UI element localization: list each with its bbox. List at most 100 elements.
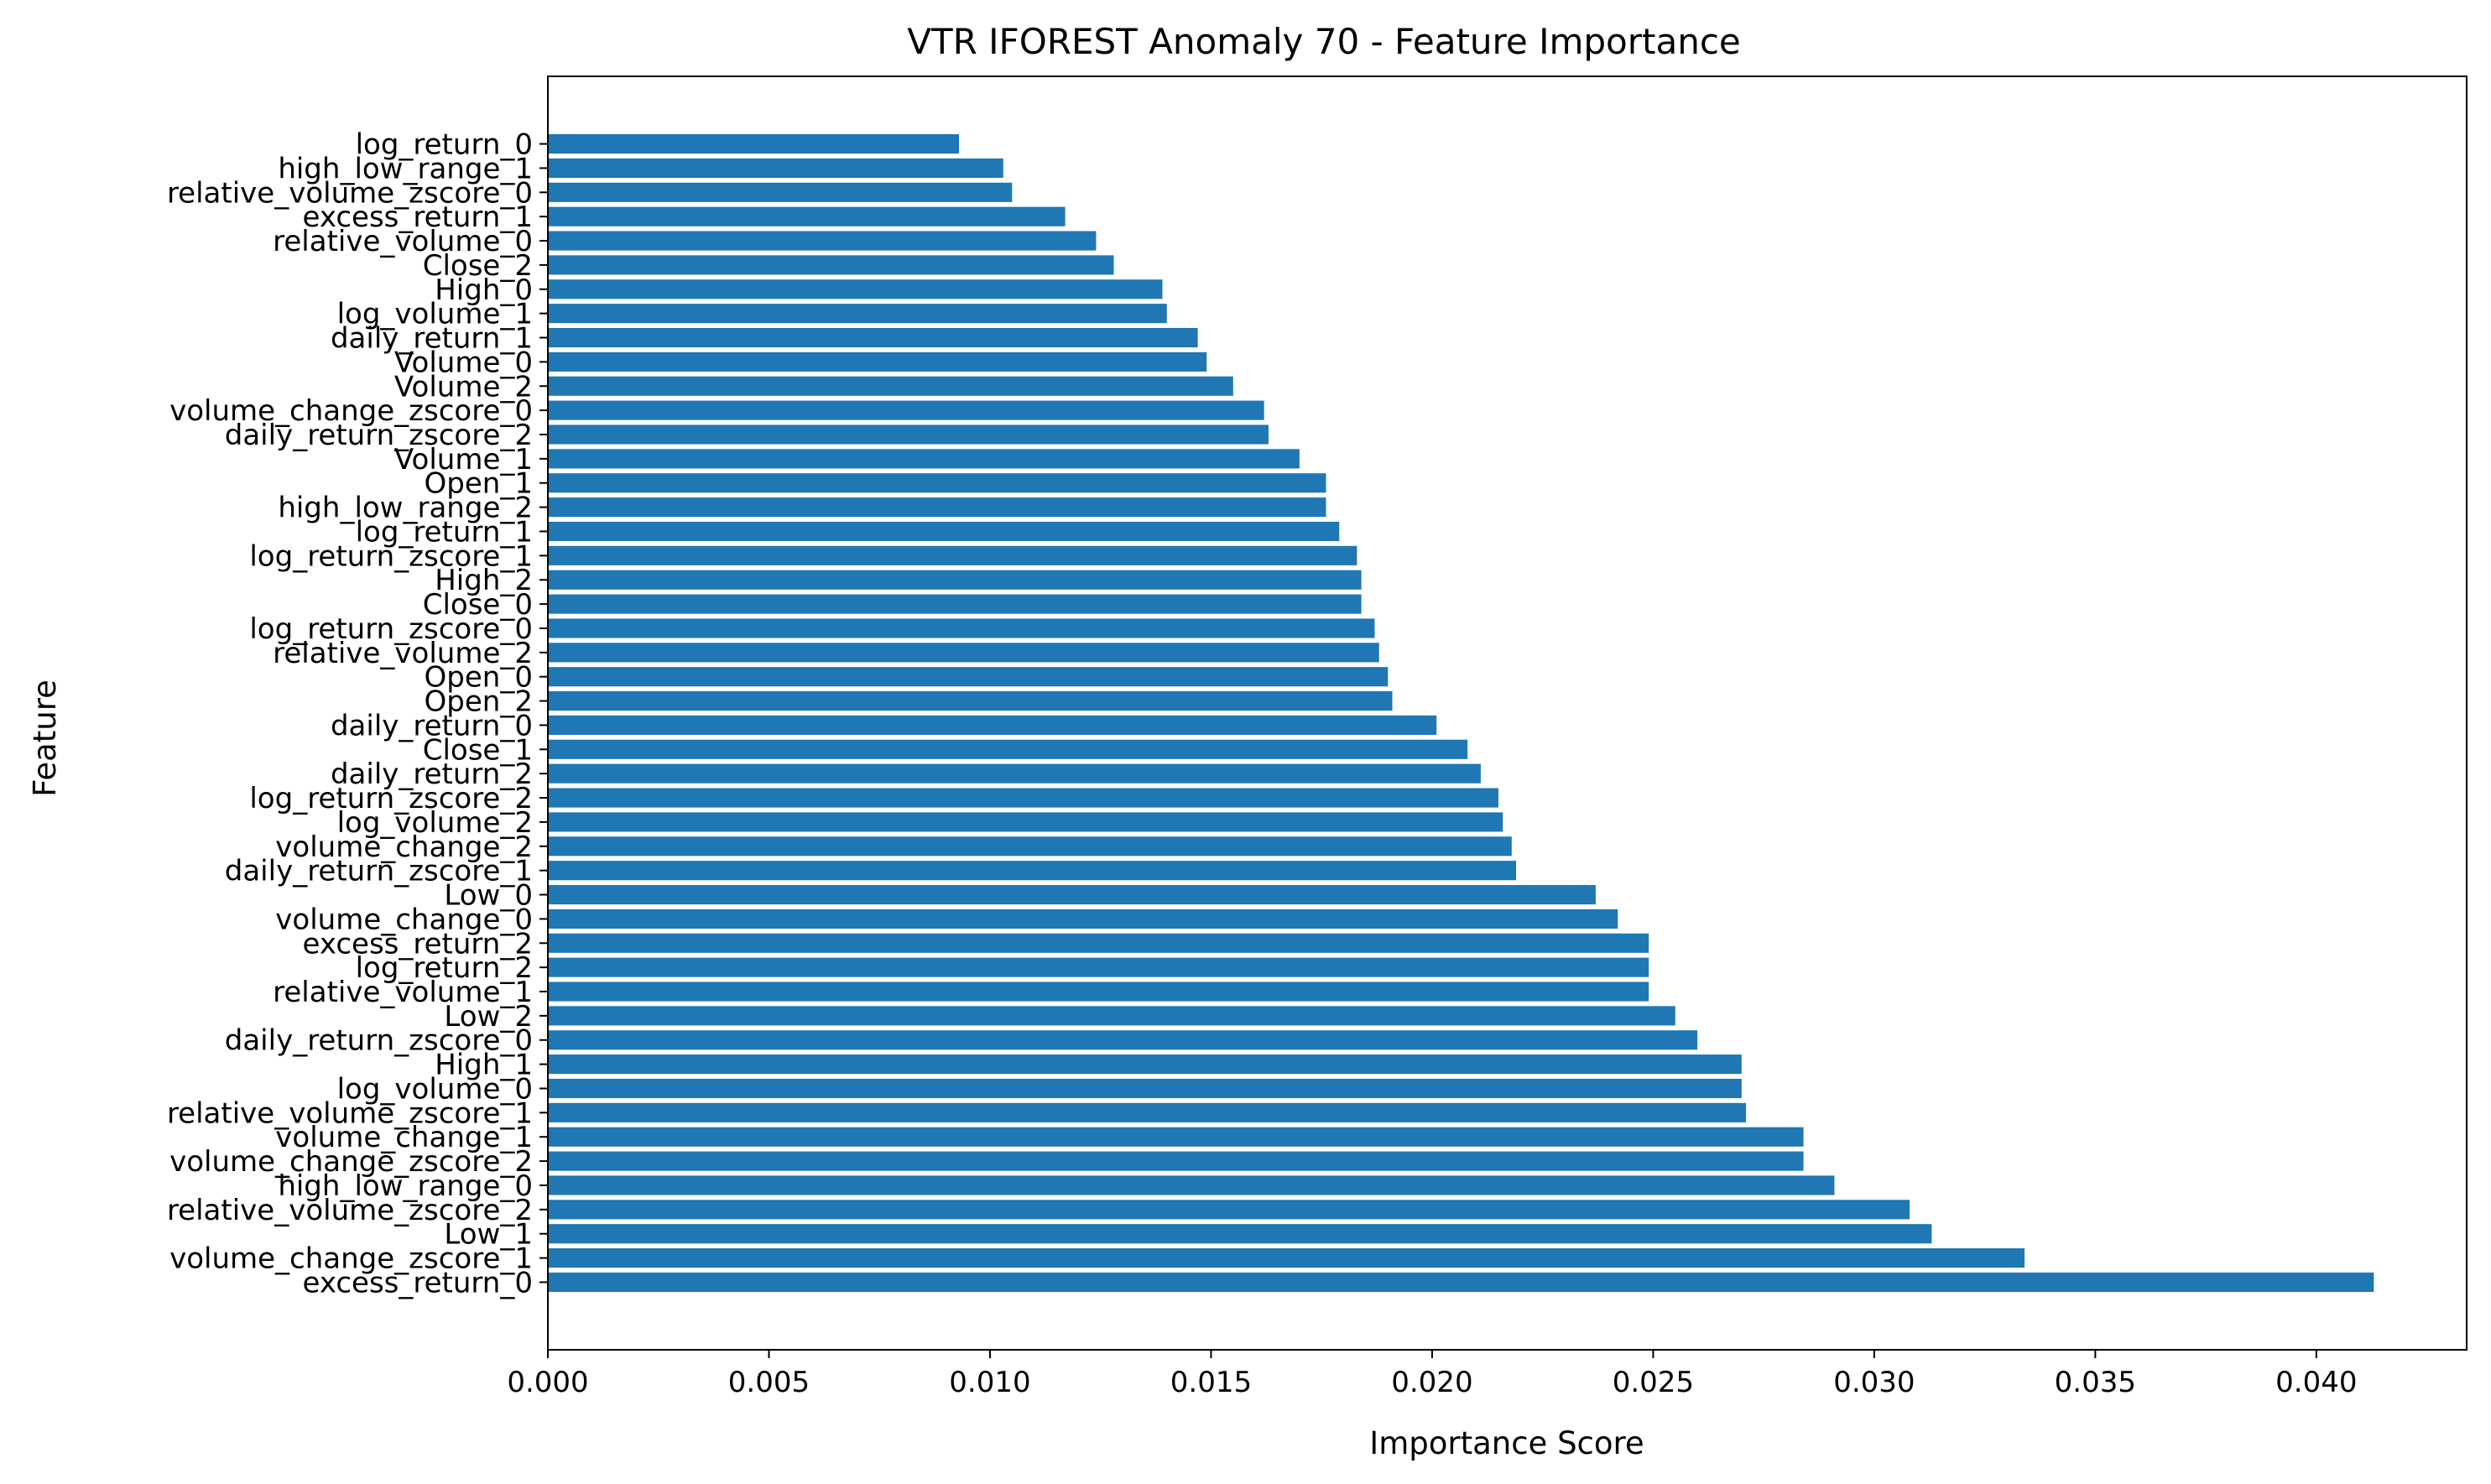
y-tick-label: High_1 <box>435 1049 533 1082</box>
bar-relative_volume_zscore_0 <box>548 182 1013 202</box>
y-tick-label: Open_1 <box>425 467 533 501</box>
y-tick-label: Close_0 <box>423 588 533 622</box>
y-tick-label: daily_return_zscore_0 <box>225 1024 533 1058</box>
bar-daily_return_zscore_2 <box>548 424 1269 445</box>
y-tick-label: log_return_zscore_2 <box>249 782 533 815</box>
bar-log_return_0 <box>548 134 960 154</box>
x-tick-label: 0.030 <box>1833 1366 1915 1399</box>
y-tick-label: log_return_zscore_1 <box>249 539 533 573</box>
y-tick-label: volume_change_zscore_1 <box>169 1242 533 1276</box>
bar-log_return_zscore_2 <box>548 788 1498 808</box>
bar-log_volume_1 <box>548 304 1167 324</box>
y-tick-label: daily_return_zscore_2 <box>225 419 533 452</box>
bar-relative_volume_2 <box>548 643 1379 663</box>
bar-Close_0 <box>548 594 1362 614</box>
y-tick-label: log_volume_0 <box>337 1072 533 1106</box>
y-tick-label: relative_volume_zscore_0 <box>167 176 533 210</box>
bar-high_low_range_1 <box>548 158 1003 178</box>
y-tick-label: daily_return_1 <box>331 322 533 356</box>
y-tick-label: high_low_range_0 <box>278 1169 533 1203</box>
y-tick-label: Volume_0 <box>394 346 533 379</box>
y-tick-label: High_0 <box>435 273 533 307</box>
y-tick-label: volume_change_2 <box>275 831 533 864</box>
y-tick-label: Volume_1 <box>394 443 533 476</box>
x-tick-label: 0.040 <box>2275 1366 2357 1399</box>
y-tick-label: Volume_2 <box>394 370 533 404</box>
y-tick-label: log_return_zscore_0 <box>249 612 533 646</box>
x-tick-label: 0.035 <box>2055 1366 2136 1399</box>
y-tick-label: volume_change_0 <box>275 903 533 936</box>
y-tick-label: high_low_range_1 <box>278 152 533 185</box>
y-tick-label: relative_volume_zscore_2 <box>167 1194 533 1227</box>
bar-relative_volume_0 <box>548 231 1097 251</box>
bar-log_volume_0 <box>548 1078 1742 1099</box>
bar-Volume_1 <box>548 449 1300 469</box>
y-tick-label: Low_1 <box>444 1218 533 1252</box>
y-tick-label: relative_volume_1 <box>273 976 533 1009</box>
bar-log_volume_2 <box>548 812 1503 832</box>
y-tick-label: daily_return_2 <box>331 758 533 791</box>
y-tick-label: log_volume_2 <box>337 806 533 840</box>
x-tick-label: 0.005 <box>728 1366 810 1399</box>
y-tick-label: daily_return_zscore_1 <box>225 855 533 888</box>
bar-volume_change_zscore_1 <box>548 1248 2025 1268</box>
y-tick-label: High_2 <box>435 564 533 597</box>
bar-excess_return_1 <box>548 206 1066 227</box>
bar-excess_return_0 <box>548 1272 2374 1292</box>
bars-group <box>548 134 2374 1292</box>
y-tick-label: volume_change_1 <box>275 1121 533 1154</box>
bar-relative_volume_1 <box>548 982 1649 1002</box>
y-tick-label: Close_1 <box>423 733 533 767</box>
bar-high_low_range_2 <box>548 497 1326 518</box>
bar-Low_0 <box>548 884 1596 905</box>
y-tick-label: Open_0 <box>425 661 533 695</box>
bar-log_return_zscore_1 <box>548 545 1358 565</box>
bar-daily_return_0 <box>548 715 1437 735</box>
bar-High_1 <box>548 1054 1742 1075</box>
y-tick-label: excess_return_1 <box>303 200 533 234</box>
bar-Volume_2 <box>548 376 1233 396</box>
bar-High_2 <box>548 570 1362 590</box>
y-tick-label: relative_volume_2 <box>273 637 533 670</box>
x-tick-label: 0.025 <box>1613 1366 1694 1399</box>
y-tick-label: Low_2 <box>444 1000 533 1034</box>
bar-Low_1 <box>548 1224 1932 1244</box>
plot-frame <box>547 76 2468 1351</box>
bar-Volume_0 <box>548 351 1207 372</box>
bar-volume_change_zscore_0 <box>548 400 1264 420</box>
y-tick-label: volume_change_zscore_2 <box>169 1145 533 1179</box>
y-tick-label: relative_volume_zscore_1 <box>167 1096 533 1130</box>
bar-daily_return_2 <box>548 763 1481 784</box>
bar-Close_2 <box>548 255 1114 275</box>
bar-Open_1 <box>548 473 1326 493</box>
y-tick-label: daily_return_0 <box>331 709 533 742</box>
x-axis-label: Importance Score <box>1369 1425 1644 1461</box>
y-tick-label: Low_0 <box>444 879 533 913</box>
y-tick-label: log_volume_1 <box>337 298 533 331</box>
y-tick-label: log_return_2 <box>356 951 533 985</box>
y-tick-label: volume_change_zscore_0 <box>169 394 533 428</box>
bar-excess_return_2 <box>548 933 1649 953</box>
bar-log_return_2 <box>548 957 1649 977</box>
y-tick-label: Close_2 <box>423 249 533 283</box>
y-tick-label: excess_return_0 <box>303 1266 533 1299</box>
bar-Close_1 <box>548 739 1468 759</box>
bar-Low_2 <box>548 1006 1675 1026</box>
chart-title: VTR IFOREST Anomaly 70 - Feature Importa… <box>907 21 1741 62</box>
x-tick-label: 0.000 <box>507 1366 588 1399</box>
bar-daily_return_zscore_1 <box>548 861 1517 881</box>
y-tick-label: log_return_0 <box>356 128 533 162</box>
bar-High_0 <box>548 279 1163 299</box>
x-tick-label: 0.015 <box>1170 1366 1252 1399</box>
y-tick-label: Open_2 <box>425 685 533 719</box>
bar-volume_change_zscore_2 <box>548 1151 1804 1171</box>
bar-relative_volume_zscore_1 <box>548 1102 1747 1122</box>
x-tick-label: 0.020 <box>1391 1366 1472 1399</box>
y-tick-label: excess_return_2 <box>303 927 533 961</box>
bar-log_return_zscore_0 <box>548 618 1375 638</box>
bar-high_low_range_0 <box>548 1175 1835 1195</box>
bar-volume_change_2 <box>548 836 1512 857</box>
bar-daily_return_zscore_0 <box>548 1030 1698 1050</box>
